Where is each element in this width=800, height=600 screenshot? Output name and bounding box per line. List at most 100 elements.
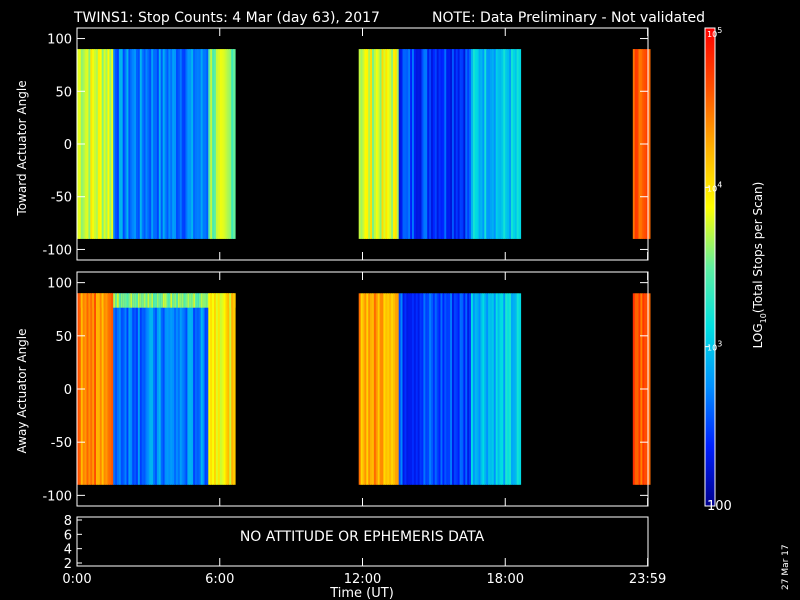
heatmap-cell <box>126 293 129 485</box>
heatmap-cell-band <box>153 293 156 308</box>
heatmap-cell <box>215 49 219 239</box>
heatmap-cell <box>141 49 145 239</box>
heatmap-cell <box>147 293 150 485</box>
heatmap-cell <box>372 293 375 485</box>
heatmap-cell <box>206 49 209 239</box>
heatmap-cell <box>438 293 442 485</box>
heatmap-cell <box>514 49 518 239</box>
heatmap-cell <box>505 49 508 239</box>
heatmap-cell <box>168 49 171 239</box>
heatmap-cell <box>383 49 386 239</box>
heatmap-cell-band <box>225 293 228 308</box>
heatmap-cell <box>442 293 445 485</box>
heatmap-cell <box>648 49 651 239</box>
heatmap-cell <box>461 49 464 239</box>
heatmap-cell-band <box>187 293 190 308</box>
heatmap-cell <box>469 293 472 485</box>
heatmap-cell <box>499 49 502 239</box>
heatmap-cell <box>185 49 188 239</box>
heatmap-cell <box>438 49 442 239</box>
heatmap-cell <box>366 293 369 485</box>
heatmap-cell <box>185 293 188 485</box>
heatmap-cell-band <box>97 293 101 308</box>
heatmap-cell <box>99 293 103 485</box>
heatmap-cell <box>122 49 126 239</box>
heatmap-cell-band <box>208 293 211 308</box>
heatmap-cell <box>109 293 112 485</box>
heatmap-cell <box>448 49 451 239</box>
heatmap-cell <box>117 49 120 239</box>
heatmap-cell <box>364 293 367 485</box>
heatmap-cell <box>130 293 133 485</box>
heatmap-cell <box>391 49 394 239</box>
no-data-annotation: NO ATTITUDE OR EPHEMERIS DATA <box>240 529 485 545</box>
heatmap-cell <box>206 293 209 485</box>
heatmap-cell <box>488 49 491 239</box>
heatmap-cell <box>474 49 478 239</box>
heatmap-cell <box>370 293 373 485</box>
heatmap-cell <box>373 49 377 239</box>
heatmap-cell <box>375 49 379 239</box>
heatmap-cell-band <box>90 293 93 308</box>
heatmap-cell <box>151 293 154 485</box>
heatmap-cell <box>156 293 160 485</box>
heatmap-cell <box>446 293 449 485</box>
heatmap-cell <box>507 49 510 239</box>
heatmap-cell <box>130 49 133 239</box>
heatmap-cell <box>183 49 187 239</box>
heatmap-cell <box>105 49 108 239</box>
heatmap-cell-band <box>126 293 129 308</box>
heatmap-cell <box>636 49 640 239</box>
heatmap-cell-band <box>122 293 126 308</box>
heatmap-cell <box>97 293 101 485</box>
heatmap-cell <box>90 293 93 485</box>
heatmap-cell <box>394 49 398 239</box>
heatmap-cell <box>404 49 407 239</box>
heatmap-cell <box>442 49 445 239</box>
heatmap-cell <box>134 293 137 485</box>
heatmap-cell-band <box>206 293 209 308</box>
xlabel: Time (UT) <box>329 586 394 600</box>
heatmap-cell <box>233 49 236 239</box>
heatmap-cell <box>400 49 404 239</box>
heatmap-cell <box>113 293 116 485</box>
heatmap-cell-band <box>210 293 213 308</box>
heatmap-cell <box>84 49 88 239</box>
heatmap-cell-band <box>107 293 110 308</box>
heatmap-cell <box>516 49 520 239</box>
heatmap-cell <box>162 49 166 239</box>
heatmap-cell <box>467 49 470 239</box>
plot-title: TWINS1: Stop Counts: 4 Mar (day 63), 201… <box>73 10 380 26</box>
heatmap-cell <box>212 293 215 485</box>
heatmap-cell <box>389 49 392 239</box>
heatmap-cell-band <box>172 293 175 308</box>
heatmap-cell-band <box>136 293 139 308</box>
heatmap-cell <box>196 293 200 485</box>
heatmap-cell <box>364 49 367 239</box>
heatmap-cell-band <box>219 293 223 308</box>
heatmap-cell <box>423 49 426 239</box>
heatmap-cell <box>482 293 485 485</box>
panel-toward-actuator: -100 -50 0 50 100 <box>42 27 651 261</box>
heatmap-cell <box>484 293 487 485</box>
heatmap-cell <box>366 49 369 239</box>
heatmap-cell-band <box>227 293 230 308</box>
heatmap-cell-band <box>139 293 143 308</box>
heatmap-cell <box>429 49 432 239</box>
heatmap-cell <box>638 49 641 239</box>
heatmap-cell <box>166 293 169 485</box>
heatmap-cell <box>210 293 213 485</box>
heatmap-cell <box>518 293 522 485</box>
heatmap-cell <box>377 293 381 485</box>
heatmap-cell <box>394 293 398 485</box>
heatmap-cell <box>120 49 124 239</box>
colorbar-tick-label: 104 <box>707 180 722 193</box>
heatmap-cell <box>497 49 501 239</box>
heatmap-cell <box>434 49 438 239</box>
preliminary-note: NOTE: Data Preliminary - Not validated <box>432 10 705 26</box>
heatmap-cell <box>96 293 99 485</box>
heatmap-cell <box>212 49 215 239</box>
colorbar-tick-label: 100 <box>707 499 732 514</box>
heatmap-cell <box>181 293 185 485</box>
heatmap-cell <box>193 293 196 485</box>
